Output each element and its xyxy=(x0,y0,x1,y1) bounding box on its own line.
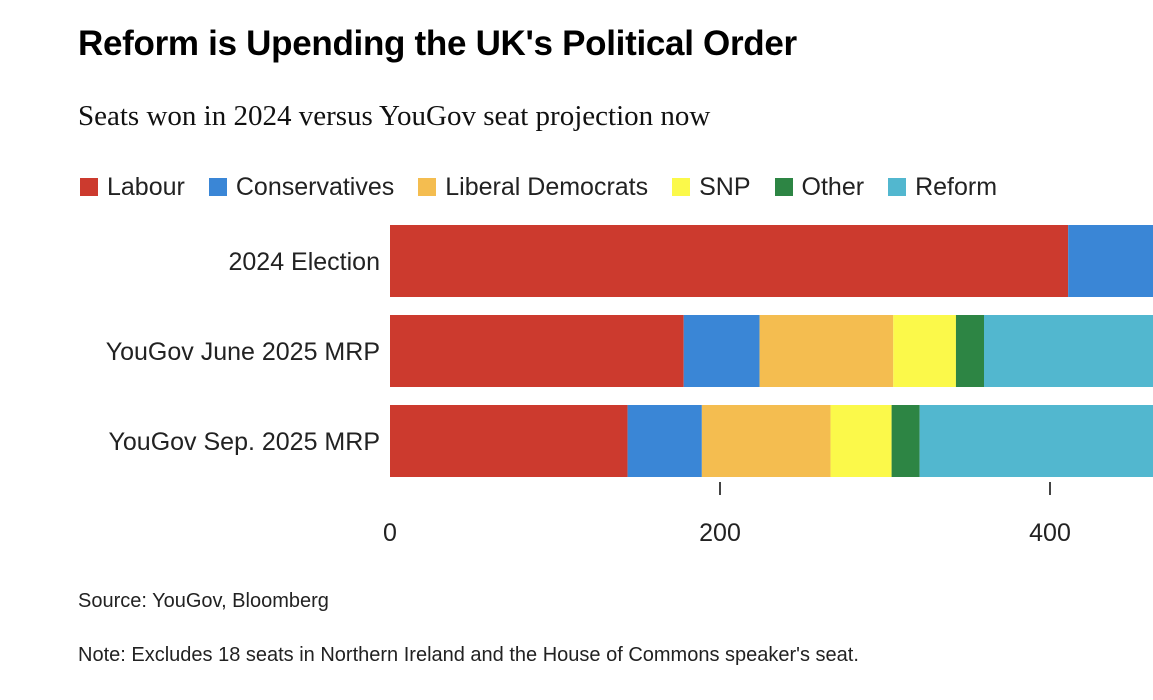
source-note: Source: YouGov, Bloomberg xyxy=(78,590,329,612)
legend-item-other: Other xyxy=(774,172,865,202)
bar-yougov-sep-2025-mrp-conservatives xyxy=(627,405,702,477)
bar-yougov-sep-2025-mrp-liberal-democrats xyxy=(701,405,831,477)
legend-label-other: Other xyxy=(801,172,865,201)
bar-yougov-june-2025-mrp-snp xyxy=(893,315,956,387)
bar-yougov-june-2025-mrp-reform xyxy=(984,315,1153,387)
legend-label-labour: Labour xyxy=(107,172,185,201)
legend-swatch-reform xyxy=(888,178,907,196)
bar-yougov-sep-2025-mrp-reform xyxy=(919,405,1153,477)
legend-item-conservatives: Conservatives xyxy=(208,172,395,202)
category-label-yougov-june-2025-mrp: YouGov June 2025 MRP xyxy=(106,338,380,366)
bar-2024-election-labour xyxy=(390,225,1069,297)
bar-yougov-june-2025-mrp-labour xyxy=(390,315,684,387)
chart-title: Reform is Upending the UK's Political Or… xyxy=(78,24,797,63)
legend-swatch-snp xyxy=(672,178,691,196)
footnote: Note: Excludes 18 seats in Northern Irel… xyxy=(78,644,859,666)
legend-label-liberal-democrats: Liberal Democrats xyxy=(445,172,649,201)
legend-swatch-labour xyxy=(80,178,98,196)
legend-item-reform: Reform xyxy=(888,173,997,202)
legend: Labour Conservatives Liberal Democrats SNP O… xyxy=(80,170,1021,204)
bar-yougov-sep-2025-mrp-snp xyxy=(830,405,892,477)
bar-yougov-june-2025-mrp-conservatives xyxy=(683,315,760,387)
category-label-2024-election: 2024 Election xyxy=(228,248,380,276)
legend-label-snp: SNP xyxy=(699,172,751,201)
x-tick-label-200: 200 xyxy=(699,519,741,547)
stacked-bar-chart: 2024 Election YouGov June 2025 MRP YouGov … xyxy=(106,225,1153,547)
bar-yougov-sep-2025-mrp-labour xyxy=(390,405,628,477)
x-tick-label-0: 0 xyxy=(383,519,397,547)
x-tick-label-400: 400 xyxy=(1029,519,1071,547)
bar-yougov-june-2025-mrp-other xyxy=(955,315,984,387)
legend-swatch-conservatives xyxy=(208,178,227,196)
legend-label-reform: Reform xyxy=(915,172,998,201)
chart-subtitle: Seats won in 2024 versus YouGov seat pro… xyxy=(78,100,711,132)
bar-yougov-sep-2025-mrp-other xyxy=(891,405,920,477)
legend-item-liberal-democrats: Liberal Democrats xyxy=(418,173,648,202)
legend-item-snp: SNP xyxy=(672,172,751,202)
legend-swatch-other xyxy=(774,178,793,196)
category-label-yougov-sep-2025-mrp: YouGov Sep. 2025 MRP xyxy=(109,428,380,456)
legend-swatch-liberal-democrats xyxy=(418,178,437,196)
legend-label-conservatives: Conservatives xyxy=(235,172,395,201)
bar-yougov-june-2025-mrp-liberal-democrats xyxy=(759,315,894,387)
bar-2024-election-conservatives xyxy=(1068,225,1153,297)
legend-item-labour: Labour xyxy=(80,173,185,202)
